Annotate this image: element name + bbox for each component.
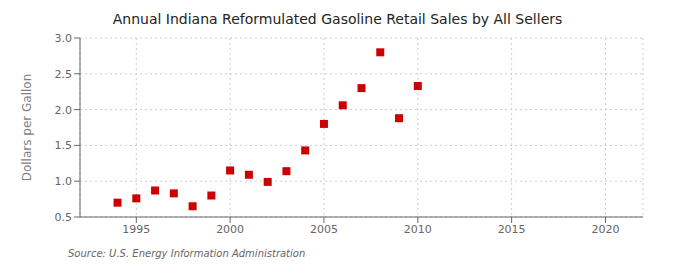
html-text:Source: U.S. Energy Informatio: Source: U.S. Energy Information Administ… [68, 248, 306, 259]
svg-text:0.5: 0.5 [55, 211, 73, 224]
svg-text:2020: 2020 [591, 223, 619, 236]
svg-text:2015: 2015 [498, 223, 526, 236]
svg-text:Dollars per Gallon: Dollars per Gallon [20, 74, 34, 182]
svg-text:2.0: 2.0 [55, 104, 73, 117]
svg-text:1.0: 1.0 [55, 175, 73, 188]
svg-text:2000: 2000 [216, 223, 244, 236]
svg-text:2010: 2010 [404, 223, 432, 236]
svg-text:3.0: 3.0 [55, 32, 73, 45]
svg-text:1.5: 1.5 [55, 139, 73, 152]
html-text:Annual Indiana Reformulated Ga: Annual Indiana Reformulated Gasoline Ret… [112, 11, 563, 27]
svg-text:1995: 1995 [122, 223, 150, 236]
svg-text:2.5: 2.5 [55, 68, 73, 81]
svg-text:2005: 2005 [310, 223, 338, 236]
